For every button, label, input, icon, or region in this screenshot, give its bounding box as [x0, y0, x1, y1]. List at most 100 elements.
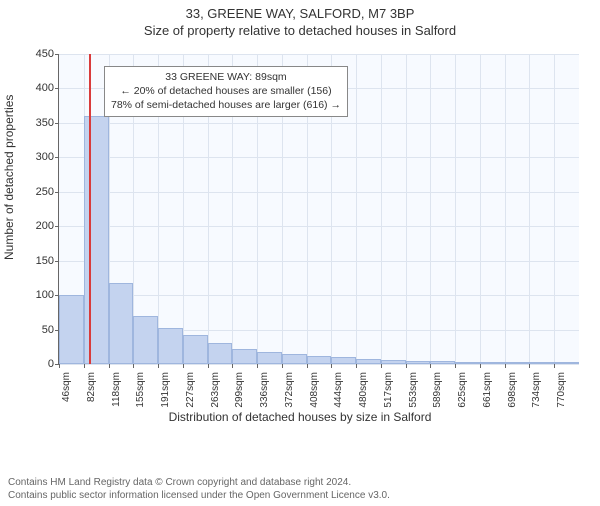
ytick-label: 300 — [22, 152, 54, 162]
histogram-bar — [109, 283, 134, 364]
footer-line-2: Contains public sector information licen… — [8, 489, 390, 502]
histogram-bar — [331, 357, 356, 364]
gridline-h — [59, 54, 579, 55]
ytick-label: 100 — [22, 290, 54, 300]
xtick-mark — [232, 364, 233, 368]
histogram-bar — [554, 362, 579, 364]
xtick-label: 155sqm — [135, 372, 146, 412]
figure-subtitle: Size of property relative to detached ho… — [0, 23, 600, 38]
gridline-v — [554, 54, 555, 364]
histogram-bar — [208, 343, 233, 364]
plot-region: 33 GREENE WAY: 89sqm← 20% of detached ho… — [58, 54, 579, 365]
xtick-mark — [331, 364, 332, 368]
y-axis-label: Number of detached properties — [2, 95, 16, 260]
ytick-mark — [55, 226, 59, 227]
gridline-h — [59, 192, 579, 193]
annotation-box: 33 GREENE WAY: 89sqm← 20% of detached ho… — [104, 66, 348, 117]
xtick-mark — [282, 364, 283, 368]
xtick-label: 336sqm — [259, 372, 270, 412]
xtick-label: 82sqm — [86, 372, 97, 412]
ytick-mark — [55, 261, 59, 262]
ytick-label: 200 — [22, 221, 54, 231]
xtick-mark — [109, 364, 110, 368]
subject-marker-line — [89, 54, 91, 364]
gridline-h — [59, 295, 579, 296]
xtick-mark — [356, 364, 357, 368]
xtick-label: 444sqm — [333, 372, 344, 412]
ytick-label: 0 — [22, 359, 54, 369]
xtick-mark — [505, 364, 506, 368]
gridline-v — [505, 54, 506, 364]
gridline-v — [529, 54, 530, 364]
ytick-label: 450 — [22, 49, 54, 59]
annotation-line-2: ← 20% of detached houses are smaller (15… — [111, 84, 341, 98]
xtick-mark — [84, 364, 85, 368]
figure-container: 33, GREENE WAY, SALFORD, M7 3BP Size of … — [0, 6, 600, 506]
figure-title: 33, GREENE WAY, SALFORD, M7 3BP — [0, 6, 600, 21]
xtick-mark — [381, 364, 382, 368]
histogram-bar — [59, 295, 84, 364]
xtick-label: 408sqm — [309, 372, 320, 412]
histogram-bar — [505, 362, 530, 364]
xtick-mark — [554, 364, 555, 368]
histogram-bar — [158, 328, 183, 364]
xtick-label: 118sqm — [111, 372, 122, 412]
xtick-label: 589sqm — [432, 372, 443, 412]
histogram-bar — [529, 362, 554, 364]
xtick-mark — [406, 364, 407, 368]
xtick-mark — [208, 364, 209, 368]
footer-line-1: Contains HM Land Registry data © Crown c… — [8, 476, 390, 489]
xtick-label: 770sqm — [556, 372, 567, 412]
xtick-label: 191sqm — [160, 372, 171, 412]
xtick-mark — [480, 364, 481, 368]
xtick-label: 661sqm — [482, 372, 493, 412]
ytick-mark — [55, 88, 59, 89]
xtick-mark — [430, 364, 431, 368]
gridline-v — [381, 54, 382, 364]
annotation-line-1: 33 GREENE WAY: 89sqm — [111, 70, 341, 84]
ytick-label: 50 — [22, 325, 54, 335]
gridline-h — [59, 123, 579, 124]
histogram-bar — [282, 354, 307, 364]
xtick-mark — [158, 364, 159, 368]
chart-area: Number of detached properties 33 GREENE … — [0, 50, 600, 430]
attribution-footer: Contains HM Land Registry data © Crown c… — [8, 476, 390, 502]
ytick-label: 350 — [22, 118, 54, 128]
histogram-bar — [455, 362, 480, 364]
xtick-mark — [133, 364, 134, 368]
xtick-mark — [183, 364, 184, 368]
histogram-bar — [307, 356, 332, 364]
xtick-label: 372sqm — [284, 372, 295, 412]
xtick-mark — [59, 364, 60, 368]
xtick-label: 263sqm — [210, 372, 221, 412]
annotation-line-3: 78% of semi-detached houses are larger (… — [111, 98, 341, 112]
histogram-bar — [356, 359, 381, 365]
gridline-v — [356, 54, 357, 364]
gridline-v — [430, 54, 431, 364]
xtick-mark — [257, 364, 258, 368]
xtick-label: 553sqm — [408, 372, 419, 412]
xtick-label: 227sqm — [185, 372, 196, 412]
xtick-label: 625sqm — [457, 372, 468, 412]
xtick-label: 517sqm — [383, 372, 394, 412]
xtick-mark — [455, 364, 456, 368]
ytick-mark — [55, 192, 59, 193]
histogram-bar — [381, 360, 406, 364]
ytick-mark — [55, 123, 59, 124]
ytick-mark — [55, 54, 59, 55]
gridline-h — [59, 226, 579, 227]
histogram-bar — [257, 352, 282, 364]
histogram-bar — [232, 349, 257, 364]
ytick-label: 400 — [22, 83, 54, 93]
xtick-mark — [307, 364, 308, 368]
ytick-mark — [55, 157, 59, 158]
x-axis-label: Distribution of detached houses by size … — [0, 410, 600, 424]
histogram-bar — [183, 335, 208, 364]
gridline-h — [59, 261, 579, 262]
gridline-v — [480, 54, 481, 364]
histogram-bar — [406, 361, 431, 364]
gridline-h — [59, 364, 579, 365]
ytick-label: 150 — [22, 256, 54, 266]
histogram-bar — [133, 316, 158, 364]
histogram-bar — [430, 361, 455, 364]
